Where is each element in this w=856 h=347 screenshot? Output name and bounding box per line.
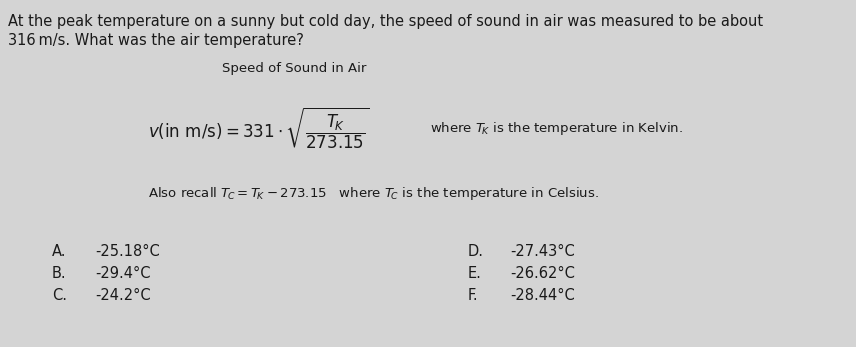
Text: -28.44°C: -28.44°C [510, 288, 574, 304]
Text: $\mathrm{where\ }T_{\!K}\mathrm{\ is\ the\ temperature\ in\ Kelvin.}$: $\mathrm{where\ }T_{\!K}\mathrm{\ is\ th… [430, 119, 683, 136]
Text: B.: B. [52, 266, 67, 281]
Text: -24.2°C: -24.2°C [95, 288, 151, 304]
Text: Speed of Sound in Air: Speed of Sound in Air [222, 62, 366, 75]
Text: At the peak temperature on a sunny but cold day, the speed of sound in air was m: At the peak temperature on a sunny but c… [8, 14, 764, 29]
Text: C.: C. [52, 288, 67, 304]
Text: $v\mathrm{(in\ m/s)} = 331 \cdot \sqrt{\dfrac{T_{\!K}}{273.15}}$: $v\mathrm{(in\ m/s)} = 331 \cdot \sqrt{\… [148, 105, 370, 151]
Text: 316 m/s. What was the air temperature?: 316 m/s. What was the air temperature? [8, 33, 304, 48]
Text: F.: F. [468, 288, 479, 304]
Text: -29.4°C: -29.4°C [95, 266, 151, 281]
Text: $\mathrm{Also\ recall\ }T_{\!C} = T_{\!K} - 273.15\quad\mathrm{where\ }T_{\!C}\m: $\mathrm{Also\ recall\ }T_{\!C} = T_{\!K… [148, 185, 599, 202]
Text: E.: E. [468, 266, 482, 281]
Text: -26.62°C: -26.62°C [510, 266, 575, 281]
Text: D.: D. [468, 245, 484, 260]
Text: -27.43°C: -27.43°C [510, 245, 574, 260]
Text: -25.18°C: -25.18°C [95, 245, 160, 260]
Text: A.: A. [52, 245, 67, 260]
